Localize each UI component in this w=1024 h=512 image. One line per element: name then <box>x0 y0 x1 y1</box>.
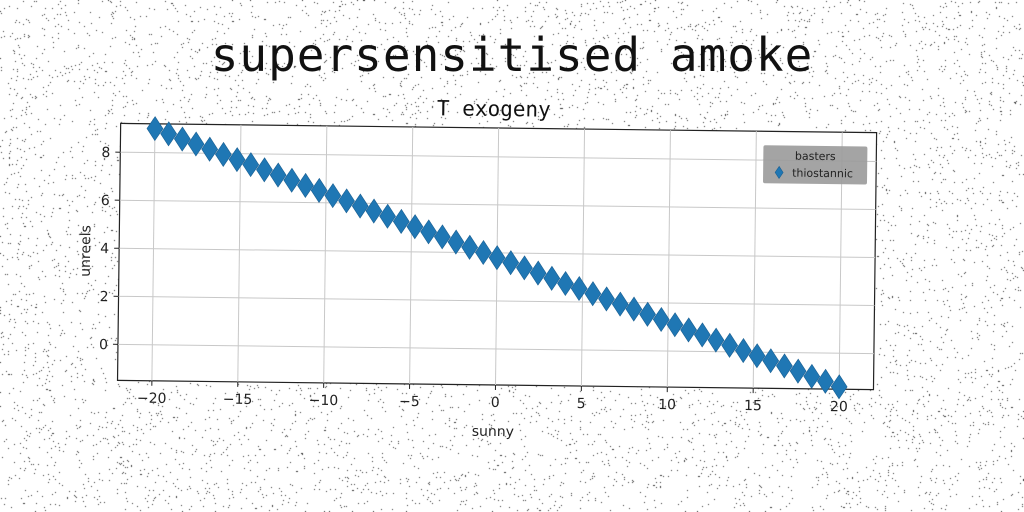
data-point <box>721 332 739 358</box>
data-point <box>529 260 547 286</box>
data-point <box>228 147 246 173</box>
x-tick-label: 0 <box>491 395 500 411</box>
chart-title: T exogeny <box>437 96 551 121</box>
data-point <box>215 141 232 167</box>
y-grid-line <box>119 199 876 210</box>
data-point <box>680 317 697 343</box>
data-point <box>789 358 807 384</box>
data-point <box>324 183 342 209</box>
data-point <box>146 116 164 142</box>
data-point <box>734 338 752 364</box>
data-point <box>447 229 465 255</box>
data-point <box>283 167 301 193</box>
data-point <box>516 255 533 281</box>
data-point <box>256 157 273 183</box>
series-points <box>146 116 848 400</box>
x-tick-label: 10 <box>658 397 676 413</box>
data-point <box>693 322 711 348</box>
data-point <box>748 343 766 369</box>
data-point <box>201 136 219 162</box>
data-point <box>776 353 793 379</box>
data-point <box>598 286 615 312</box>
data-point <box>310 177 328 203</box>
legend-marker-diamond <box>774 165 784 179</box>
data-point <box>830 374 848 400</box>
tick-labels: −20 −15 −10 −5 0 5 10 15 20 0 2 4 6 8 <box>99 145 848 415</box>
x-grid-line <box>752 131 757 389</box>
data-point <box>803 363 821 389</box>
data-point <box>488 245 506 271</box>
x-grid-line <box>580 129 586 387</box>
y-tick-label: 2 <box>100 289 109 305</box>
y-tick-label: 8 <box>101 145 110 161</box>
data-point <box>269 162 287 188</box>
data-point <box>475 239 492 266</box>
y-tick-label: 0 <box>99 337 108 353</box>
data-point <box>817 368 834 394</box>
data-point <box>652 306 670 333</box>
data-point <box>611 291 629 317</box>
data-point <box>338 188 355 214</box>
x-grid-line <box>323 125 328 383</box>
data-point <box>351 193 369 219</box>
data-point <box>365 198 383 224</box>
legend-entry-thiostannic: thiostannic <box>792 167 853 181</box>
y-tick-label: 6 <box>101 193 110 209</box>
data-point <box>433 224 451 250</box>
x-tick-label: 5 <box>577 396 586 412</box>
x-tick-label: 20 <box>830 399 848 415</box>
x-grid-line <box>237 124 242 382</box>
data-point <box>707 327 725 353</box>
data-point <box>160 121 178 147</box>
data-point <box>762 348 780 374</box>
x-grid-line <box>666 130 671 388</box>
data-point <box>392 208 410 235</box>
x-axis-label: sunny <box>472 424 514 441</box>
data-point <box>584 281 602 307</box>
data-point <box>557 270 574 297</box>
data-point <box>297 172 314 199</box>
data-point <box>625 296 643 322</box>
data-point <box>406 214 424 240</box>
legend-title: basters <box>795 150 836 164</box>
data-point <box>379 203 396 229</box>
data-point <box>242 152 260 178</box>
x-grid-line <box>409 126 414 384</box>
data-point <box>570 275 588 302</box>
data-point <box>502 250 520 276</box>
data-point <box>543 265 561 291</box>
y-grid-line <box>118 295 875 307</box>
figure-suptitle: supersensitised amoke <box>210 28 814 82</box>
y-grid-line <box>120 151 877 162</box>
x-tick-label: 15 <box>744 398 762 414</box>
legend: basters thiostannic <box>763 145 868 185</box>
data-point <box>461 234 479 260</box>
data-point <box>420 219 437 245</box>
x-tick-label: −10 <box>309 393 339 409</box>
x-grid-line <box>151 123 156 381</box>
legend-box <box>763 145 868 185</box>
x-tick-label: −15 <box>223 392 253 408</box>
x-tick-label: −20 <box>137 391 167 407</box>
axes-group: −20 −15 −10 −5 0 5 10 15 20 0 2 4 6 8 T exogeny sunny… <box>78 96 878 441</box>
data-point <box>639 301 656 327</box>
data-point <box>173 126 191 152</box>
x-tick-label: −5 <box>399 394 420 410</box>
data-point <box>187 131 205 157</box>
y-axis-label: unreels <box>78 225 95 277</box>
data-point <box>666 312 684 338</box>
y-tick-label: 4 <box>100 241 109 257</box>
